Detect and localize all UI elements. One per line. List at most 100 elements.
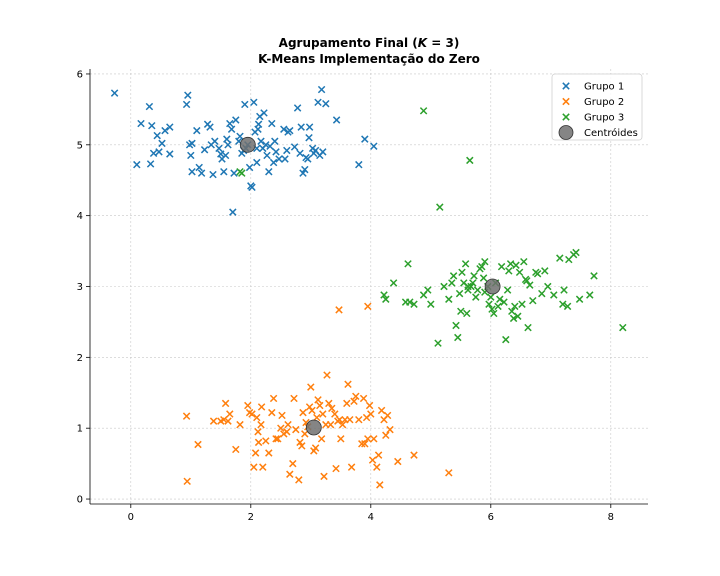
series-1-point-stroke-b [166,123,174,131]
series-2-point-stroke-b [326,420,335,429]
series-3-point [467,282,475,291]
series-2-point-stroke-b [358,440,366,448]
series-3-point-stroke-b [488,305,496,313]
series-2-point-stroke-b [259,463,267,471]
series-2-point [337,435,345,443]
series-1-point-stroke-b [260,109,268,117]
series-3-point-stroke-b [458,268,466,277]
series-3-point [500,298,508,306]
series-2-point-stroke-b [445,469,453,477]
series-1-point [319,148,327,156]
series-2-point-stroke-b [331,410,339,418]
series-2-point [250,463,258,471]
series-2-point [374,451,383,459]
series-3-point [518,300,526,308]
series-3-point [524,323,532,332]
y-tick-label: 2 [77,353,83,364]
series-3-point-stroke-b [505,267,513,275]
series-2-point-stroke-b [410,451,418,459]
series-2-point [445,469,453,477]
series-2-point [278,411,286,420]
series-2-point [328,404,336,413]
series-1-point-stroke-b [322,99,330,108]
series-1-point-stroke-b [137,119,145,128]
series-1-point [226,119,234,128]
legend-label: Grupo 2 [584,97,624,108]
legend-marker-2 [562,97,570,106]
series-2-point [194,440,202,449]
legend-marker-3 [562,113,570,121]
series-3-point-stroke-b [541,267,549,275]
series-2-point [338,420,347,429]
series-1-point [314,98,322,107]
series-3-point [470,272,478,280]
series-3-point-stroke-b [382,295,390,303]
series-2-point [364,435,372,443]
series-3-point [503,286,512,294]
series-3-point-stroke-b [238,169,246,177]
series-2-point-stroke-b [296,438,304,447]
series-2-point [253,413,261,422]
series-3-point-stroke-b [619,323,627,332]
series-1-point-stroke-b [241,100,249,109]
series-2-point [319,410,327,418]
series-3-point-stroke-b [472,293,480,301]
series-3-point [463,309,471,318]
series-2-point-stroke-b [361,440,369,448]
series-2-point [220,415,228,424]
series-3-point-stroke-b [518,300,526,308]
series-3-point-stroke-b [520,257,528,266]
legend: Grupo 1 Grupo 2 Grupo 3 Centróides [551,73,643,141]
series-3-point-stroke-b [467,282,475,291]
series-2-point [314,396,322,404]
x-tick-label: 2 [248,512,254,523]
series-2-point [286,470,294,478]
series-1-point [188,167,196,176]
series-2-point [226,410,234,418]
series-1-point [236,132,244,141]
series-2-point-stroke-b [394,457,402,466]
series-1-point [257,137,265,145]
legend-label: Grupo 1 [584,82,624,93]
series-2-point-stroke-b [337,435,345,443]
series-2-point-stroke-b [194,440,202,449]
series-1-point-stroke-b [253,158,261,167]
series-2-point [383,411,392,420]
series-2-point [410,451,418,459]
x-tick-label: 6 [488,512,494,523]
series-2-point-stroke-b [344,380,352,388]
series-2-point [370,435,378,443]
series-2-point [386,425,394,434]
series-3-point [544,282,552,291]
series-1-point-stroke-b [182,100,191,109]
series-2-point [259,463,267,471]
series-2-point [254,428,262,436]
series-1-point [317,85,326,94]
series-2-point [296,438,304,447]
series-3-point [619,323,627,332]
series-1-point-stroke-b [301,165,309,174]
series-1-point-stroke-b [229,208,237,216]
series-2-point [283,428,291,436]
series-1-point-stroke-b [280,125,288,133]
series-2-point [265,449,273,457]
series-3-point [490,309,498,318]
series-2-point [377,406,386,415]
chart-title: Agrupamento Final (K = 3) [279,36,460,50]
series-3-point [448,279,456,287]
series-2-point-stroke-b [253,413,261,422]
series-3-point-stroke-b [550,291,558,299]
series-3-point-stroke-b [434,339,442,347]
series-3-point-stroke-b [455,289,464,298]
series-2-point [269,394,278,403]
series-3-point-stroke-b [487,293,495,301]
series-2-point-stroke-b [289,459,297,468]
series-2-point-stroke-b [272,435,280,443]
series-2-point [224,417,232,425]
series-1-point-stroke-b [262,141,270,149]
series-1-point [188,139,196,148]
series-1-point-stroke-b [245,163,254,172]
series-2-point [323,371,331,379]
series-3-point [455,289,464,298]
